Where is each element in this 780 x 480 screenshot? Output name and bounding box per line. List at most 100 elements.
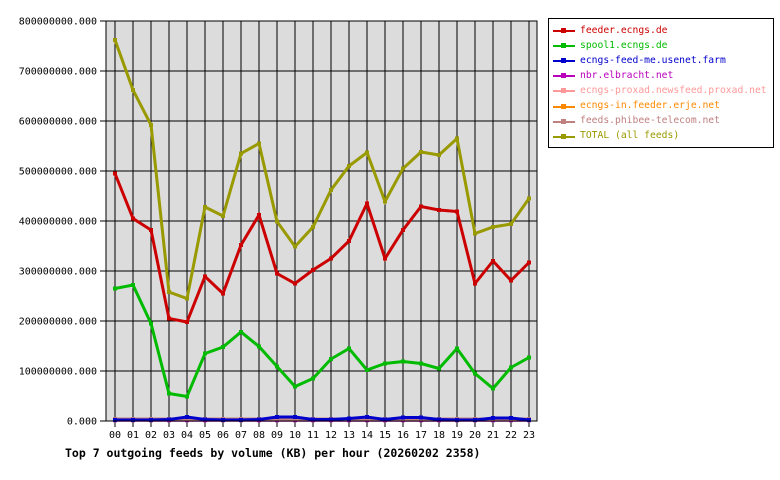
series-marker-feeder.ecngs.de <box>437 208 441 212</box>
legend-line-sample <box>553 26 575 35</box>
legend-label: ecngs-proxad.newsfeed.proxad.net <box>580 85 767 97</box>
series-marker-ecngs-feed-me.usenet.farm <box>383 417 387 422</box>
y-tick-label: 300000000.000 <box>19 267 97 278</box>
series-marker-ecngs-feed-me.usenet.farm <box>491 416 495 420</box>
series-marker-spool1.ecngs.de <box>347 346 351 351</box>
series-marker-feeder.ecngs.de <box>509 278 513 283</box>
series-marker-ecngs-feed-me.usenet.farm <box>149 418 153 422</box>
x-tick-label: 11 <box>307 430 319 441</box>
legend-item: ecngs-feed-me.usenet.farm <box>549 53 773 68</box>
series-marker-spool1.ecngs.de <box>293 384 297 389</box>
series-marker-ecngs-feed-me.usenet.farm <box>365 415 369 419</box>
x-tick-label: 14 <box>361 430 373 441</box>
legend-line-sample <box>553 71 575 80</box>
y-tick-label: 200000000.000 <box>19 317 97 328</box>
series-marker-TOTAL (all feeds) <box>293 244 297 249</box>
series-marker-TOTAL (all feeds) <box>455 136 459 141</box>
series-marker-spool1.ecngs.de <box>149 321 153 326</box>
series-marker-ecngs-feed-me.usenet.farm <box>437 417 441 422</box>
x-tick-label: 03 <box>163 430 175 441</box>
x-tick-label: 20 <box>469 430 481 441</box>
series-marker-TOTAL (all feeds) <box>419 150 423 154</box>
x-tick-label: 08 <box>253 430 265 441</box>
series-marker-spool1.ecngs.de <box>185 394 189 399</box>
series-marker-ecngs-feed-me.usenet.farm <box>113 418 117 422</box>
series-marker-feeder.ecngs.de <box>185 320 189 324</box>
series-marker-feeder.ecngs.de <box>275 271 279 276</box>
legend-point-marker <box>561 73 566 79</box>
series-marker-feeder.ecngs.de <box>149 228 153 232</box>
legend-line-sample <box>553 102 575 111</box>
series-marker-spool1.ecngs.de <box>203 351 207 356</box>
series-marker-feeder.ecngs.de <box>527 260 531 265</box>
series-marker-feeder.ecngs.de <box>401 228 405 232</box>
series-marker-feeder.ecngs.de <box>113 171 117 176</box>
series-marker-ecngs-feed-me.usenet.farm <box>239 418 243 422</box>
x-tick-label: 09 <box>271 430 283 441</box>
series-marker-TOTAL (all feeds) <box>131 88 135 92</box>
series-line-spool1.ecngs.de <box>114 283 530 399</box>
legend-label: TOTAL (all feeds) <box>580 130 680 142</box>
series-marker-ecngs-feed-me.usenet.farm <box>221 418 225 422</box>
x-tick-label: 12 <box>325 430 337 441</box>
x-tick-label: 17 <box>415 430 427 441</box>
series-marker-feeder.ecngs.de <box>329 256 333 261</box>
x-tick-label: 21 <box>487 430 499 441</box>
x-tick-label: 13 <box>343 430 355 441</box>
series-marker-feeder.ecngs.de <box>239 243 243 247</box>
series-marker-TOTAL (all feeds) <box>113 38 117 42</box>
x-tick-label: 23 <box>523 430 535 441</box>
y-tick-label: 100000000.000 <box>19 367 97 378</box>
series-marker-TOTAL (all feeds) <box>257 141 261 146</box>
series-marker-ecngs-feed-me.usenet.farm <box>167 417 171 422</box>
legend-item: spool1.ecngs.de <box>549 38 773 53</box>
series-marker-spool1.ecngs.de <box>491 386 495 391</box>
series-marker-spool1.ecngs.de <box>329 357 333 361</box>
plot-border <box>105 20 538 422</box>
y-tick-label: 0.000 <box>67 417 97 428</box>
x-tick-label: 05 <box>199 430 211 441</box>
series-marker-feeder.ecngs.de <box>383 256 387 261</box>
legend-point-marker <box>561 133 566 139</box>
y-tick-label: 600000000.000 <box>19 117 97 128</box>
legend-point-marker <box>561 28 566 34</box>
y-tick-label: 400000000.000 <box>19 217 97 228</box>
series-marker-ecngs-feed-me.usenet.farm <box>275 415 279 419</box>
series-marker-TOTAL (all feeds) <box>509 222 513 226</box>
legend-item: feeder.ecngs.de <box>549 23 773 38</box>
series-marker-feeder.ecngs.de <box>455 209 459 214</box>
series-marker-feeder.ecngs.de <box>203 274 207 279</box>
x-tick-label: 02 <box>145 430 157 441</box>
series-marker-spool1.ecngs.de <box>257 344 261 349</box>
series-marker-ecngs-feed-me.usenet.farm <box>311 417 315 422</box>
legend-label: feeds.phibee-telecom.net <box>580 115 720 127</box>
x-tick-label: 07 <box>235 430 247 441</box>
legend-line-sample <box>553 117 575 126</box>
series-marker-TOTAL (all feeds) <box>437 153 441 157</box>
x-tick-label: 10 <box>289 430 301 441</box>
legend-point-marker <box>561 103 566 109</box>
series-marker-spool1.ecngs.de <box>401 359 405 364</box>
series-marker-spool1.ecngs.de <box>113 286 117 291</box>
legend-item: ecngs-in.feeder.erje.net <box>549 98 773 113</box>
series-marker-spool1.ecngs.de <box>437 366 441 371</box>
y-tick-label: 800000000.000 <box>19 17 97 28</box>
x-tick-label: 15 <box>379 430 391 441</box>
x-tick-label: 04 <box>181 430 193 441</box>
series-marker-ecngs-feed-me.usenet.farm <box>329 417 333 422</box>
series-marker-spool1.ecngs.de <box>167 391 171 396</box>
series-marker-TOTAL (all feeds) <box>239 151 243 156</box>
series-marker-spool1.ecngs.de <box>527 355 531 360</box>
x-tick-label: 18 <box>433 430 445 441</box>
series-marker-TOTAL (all feeds) <box>347 164 351 168</box>
series-marker-spool1.ecngs.de <box>455 346 459 351</box>
legend: feeder.ecngs.de spool1.ecngs.de ecngs-feed… <box>548 18 774 148</box>
legend-point-marker <box>561 43 566 49</box>
legend-line-sample <box>553 132 575 141</box>
series-marker-spool1.ecngs.de <box>221 345 225 349</box>
series-line-TOTAL (all feeds) <box>113 39 531 301</box>
series-marker-TOTAL (all feeds) <box>473 231 477 236</box>
series-line-feeder.ecngs.de <box>113 172 531 324</box>
